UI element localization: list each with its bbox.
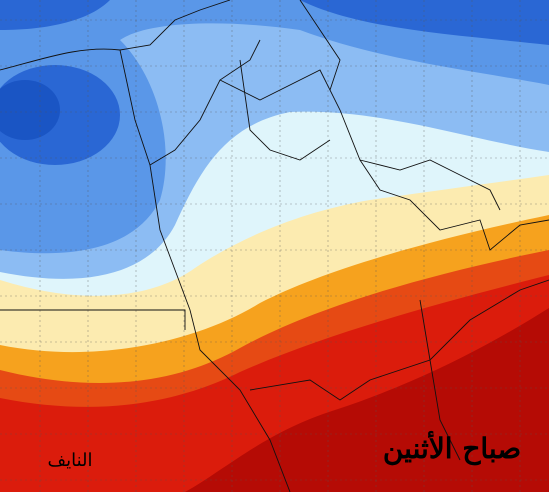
signature: النايف: [47, 450, 92, 471]
band-dark-red: [185, 308, 549, 492]
band-dark-blue-corner: [0, 0, 110, 30]
day-label: صباح الأثنين: [383, 431, 521, 466]
band-dark-blue-top: [300, 0, 549, 45]
band-darkest-blue: [0, 80, 60, 140]
